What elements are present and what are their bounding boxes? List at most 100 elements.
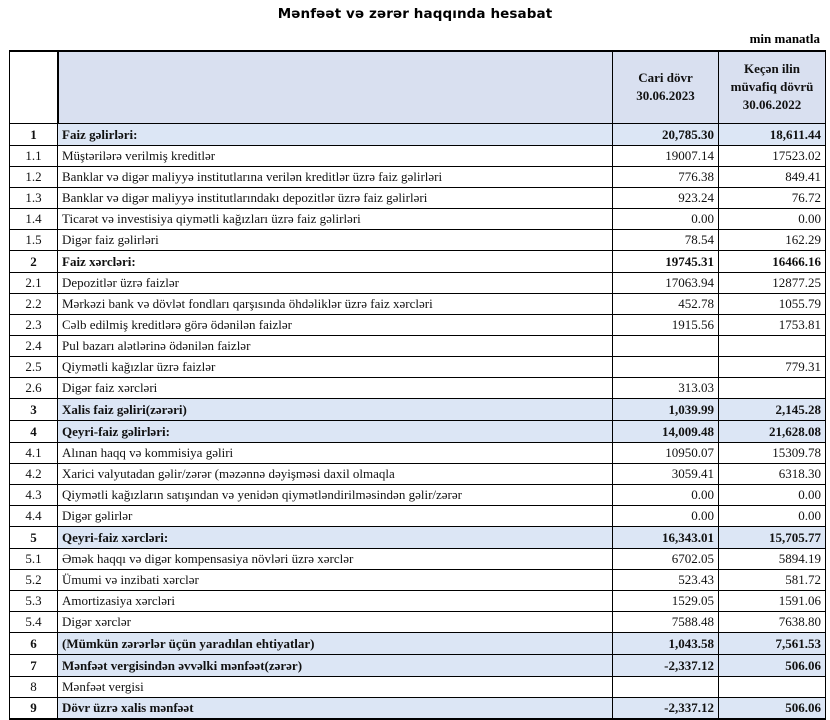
current-period-value-cell: 0.00 (612, 504, 719, 527)
row-description-cell: Digər xərclər (57, 610, 613, 633)
column-header-previous-period: Keçən ilin müvafiq dövrü 30.06.2022 (718, 50, 826, 124)
current-period-value-cell: 3059.41 (612, 462, 719, 485)
row-number-cell: 4.2 (9, 462, 58, 485)
table-row: 2.6 Digər faiz xərcləri 313.03 (9, 376, 826, 399)
previous-period-label-line2: müvafiq dövrü (730, 79, 814, 95)
row-description-cell: Qiymətli kağızlar üzrə faizlər (57, 355, 613, 378)
row-number-cell: 4.1 (9, 441, 58, 464)
current-period-value-cell: 6702.05 (612, 547, 719, 570)
previous-period-value-cell: 21,628.08 (718, 419, 826, 443)
table-row: 1.2 Banklar və digər maliyyə institutları… (9, 165, 826, 188)
row-number-cell: 2.2 (9, 292, 58, 315)
row-description-cell: Qeyri-faiz gəlirləri: (57, 419, 613, 443)
previous-period-value-cell: 12877.25 (718, 271, 826, 294)
current-period-value-cell: 1529.05 (612, 589, 719, 612)
table-row: 4.2 Xarici valyutadan gəlir/zərər (məzənn… (9, 462, 826, 485)
current-period-value-cell: 14,009.48 (612, 419, 719, 443)
row-number-cell: 6 (9, 631, 58, 655)
row-description-cell: Digər faiz xərcləri (57, 376, 613, 399)
table-row: 5.3 Amortizasiya xərcləri 1529.05 1591.06 (9, 589, 826, 612)
previous-period-value-cell: 6318.30 (718, 462, 826, 485)
table-row: 2 Faiz xərcləri: 19745.31 16466.16 (9, 249, 826, 273)
table-row: 5.4 Digər xərclər 7588.48 7638.80 (9, 610, 826, 633)
current-period-value-cell: 1,039.99 (612, 397, 719, 421)
table-row: 2.4 Pul bazarı alətlərinə ödənilən faizlə… (9, 334, 826, 357)
previous-period-value-cell: 18,611.44 (718, 122, 826, 146)
current-period-value-cell (612, 355, 719, 378)
previous-period-value-cell: 7638.80 (718, 610, 826, 633)
row-number-cell: 1 (9, 122, 58, 146)
row-description-cell: Qiymətli kağızların satışından və yenidə… (57, 483, 613, 506)
row-description-cell: Depozitlər üzrə faizlər (57, 271, 613, 294)
previous-period-value-cell: 1055.79 (718, 292, 826, 315)
row-number-cell: 4.3 (9, 483, 58, 506)
row-number-cell: 5.1 (9, 547, 58, 570)
row-description-cell: Pul bazarı alətlərinə ödənilən faizlər (57, 334, 613, 357)
previous-period-value-cell: 16466.16 (718, 249, 826, 273)
previous-period-value-cell: 1753.81 (718, 313, 826, 336)
previous-period-value-cell: 1591.06 (718, 589, 826, 612)
table-row: 2.1 Depozitlər üzrə faizlər 17063.94 12877.… (9, 271, 826, 294)
current-period-value-cell: 776.38 (612, 165, 719, 188)
column-header-row-number (9, 50, 59, 124)
previous-period-value-cell: 162.29 (718, 228, 826, 251)
row-description-cell: Mərkəzi bank və dövlət fondları qarşısın… (57, 292, 613, 315)
current-period-value-cell: 1915.56 (612, 313, 719, 336)
row-number-cell: 2.4 (9, 334, 58, 357)
table-row: 4.4 Digər gəlirlər 0.00 0.00 (9, 504, 826, 527)
row-description-cell: Faiz xərcləri: (57, 249, 613, 273)
current-period-value-cell: 1,043.58 (612, 631, 719, 655)
table-row: 2.2 Mərkəzi bank və dövlət fondları qarşı… (9, 292, 826, 315)
row-number-cell: 2.5 (9, 355, 58, 378)
row-number-cell: 1.5 (9, 228, 58, 251)
table-row: 5.2 Ümumi və inzibati xərclər 523.43 581.72 (9, 568, 826, 591)
table-row: 1 Faiz gəlirləri: 20,785.30 18,611.44 (9, 122, 826, 146)
previous-period-value-cell: 7,561.53 (718, 631, 826, 655)
previous-period-value-cell (718, 376, 826, 399)
previous-period-label-line1: Keçən ilin (744, 61, 800, 77)
previous-period-value-cell: 15,705.77 (718, 525, 826, 549)
row-number-cell: 9 (9, 696, 58, 720)
row-number-cell: 3 (9, 397, 58, 421)
table-row: 1.3 Banklar və digər maliyyə institutları… (9, 186, 826, 209)
current-period-value-cell: 10950.07 (612, 441, 719, 464)
current-period-value-cell: 19007.14 (612, 144, 719, 167)
row-description-cell: Müştərilərə verilmiş kreditlər (57, 144, 613, 167)
previous-period-value-cell: 581.72 (718, 568, 826, 591)
row-number-cell: 5.2 (9, 568, 58, 591)
previous-period-value-cell: 506.06 (718, 653, 826, 677)
row-description-cell: Xarici valyutadan gəlir/zərər (məzənnə d… (57, 462, 613, 485)
previous-period-value-cell: 849.41 (718, 165, 826, 188)
row-number-cell: 1.4 (9, 207, 58, 230)
table-row: 4.3 Qiymətli kağızların satışından və yen… (9, 483, 826, 506)
row-description-cell: Qeyri-faiz xərcləri: (57, 525, 613, 549)
current-period-value-cell: 20,785.30 (612, 122, 719, 146)
column-header-current-period: Cari dövr 30.06.2023 (612, 50, 719, 124)
previous-period-date: 30.06.2022 (742, 97, 802, 113)
table-row: 4.1 Alınan haqq və kommisiya gəliri 10950.… (9, 441, 826, 464)
row-number-cell: 7 (9, 653, 58, 677)
table-row: 1.5 Digər faiz gəlirləri 78.54 162.29 (9, 228, 826, 251)
current-period-value-cell: 78.54 (612, 228, 719, 251)
current-period-value-cell: -2,337.12 (612, 653, 719, 677)
row-description-cell: Ticarət və investisiya qiymətli kağızlar… (57, 207, 613, 230)
row-description-cell: Amortizasiya xərcləri (57, 589, 613, 612)
row-number-cell: 2.3 (9, 313, 58, 336)
row-number-cell: 5 (9, 525, 58, 549)
previous-period-value-cell: 2,145.28 (718, 397, 826, 421)
page-title: Mənfəət və zərər haqqında hesabat (277, 6, 553, 22)
current-period-value-cell: 19745.31 (612, 249, 719, 273)
row-number-cell: 2.1 (9, 271, 58, 294)
current-period-value-cell: -2,337.12 (612, 696, 719, 720)
row-description-cell: Cəlb edilmiş kreditlərə görə ödənilən fa… (57, 313, 613, 336)
table-row: 1.1 Müştərilərə verilmiş kreditlər 19007.1… (9, 144, 826, 167)
current-period-value-cell: 16,343.01 (612, 525, 719, 549)
row-number-cell: 5.4 (9, 610, 58, 633)
row-number-cell: 2 (9, 249, 58, 273)
row-description-cell: Alınan haqq və kommisiya gəliri (57, 441, 613, 464)
current-period-value-cell: 523.43 (612, 568, 719, 591)
row-description-cell: Banklar və digər maliyyə institutlarına … (57, 165, 613, 188)
current-period-value-cell: 0.00 (612, 207, 719, 230)
previous-period-value-cell: 0.00 (718, 207, 826, 230)
table-row: 5.1 Əmək haqqı və digər kompensasiya növl… (9, 547, 826, 570)
